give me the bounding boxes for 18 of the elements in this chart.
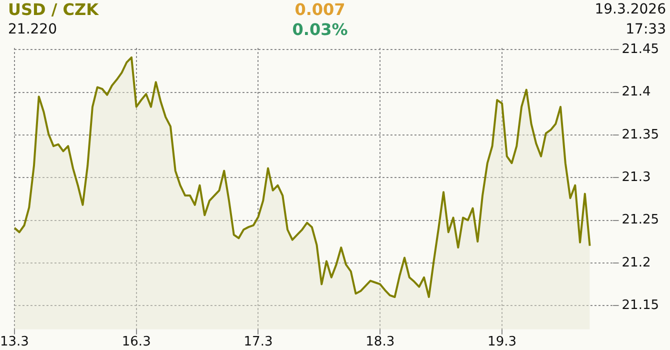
x-tick-label: 19.3 (488, 334, 516, 350)
y-tick-label: 21.35 (622, 127, 659, 142)
x-tick-label: 18.3 (366, 334, 395, 350)
text: 19.3.2026 (594, 2, 666, 18)
y-tick-label: 21.15 (622, 298, 659, 313)
x-tick-label: 13.3 (0, 334, 29, 350)
chart-title: USD / CZK (8, 0, 100, 20)
text: 0.007 (294, 0, 346, 20)
x-tick-label: 16.3 (122, 334, 151, 350)
text: 0.03% (292, 20, 348, 40)
y-tick-label: 21.4 (622, 84, 651, 100)
text: 17:33 (626, 22, 666, 38)
y-tick-label: 21.45 (622, 42, 659, 58)
text: 21.220 (8, 22, 57, 38)
y-tick-label: 21.2 (622, 255, 651, 270)
x-tick-label: 17.3 (244, 334, 273, 350)
y-tick-label: 21.25 (622, 212, 659, 228)
y-tick-label: 21.3 (622, 170, 651, 185)
